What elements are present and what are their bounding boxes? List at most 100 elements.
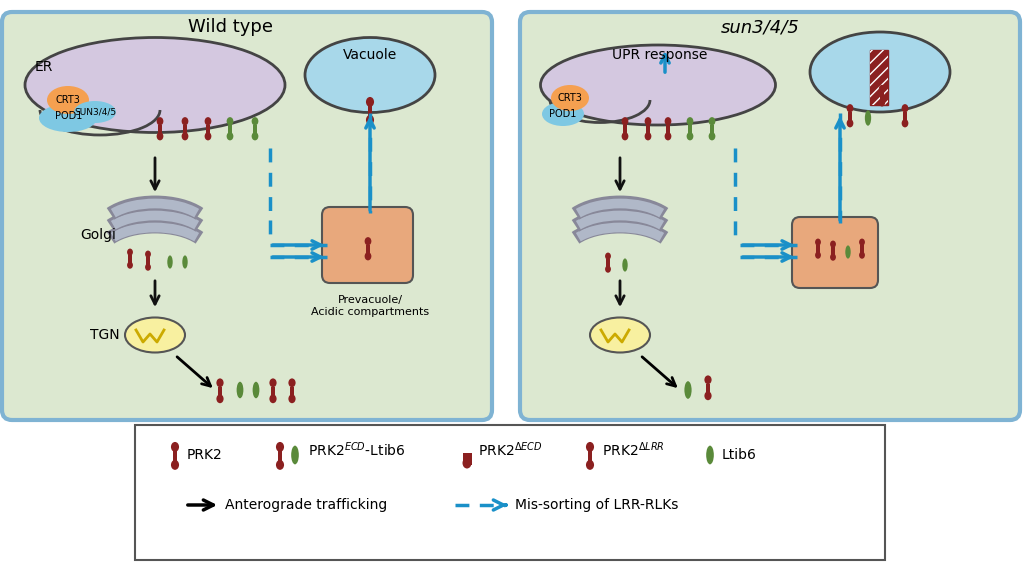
Ellipse shape [709,132,716,140]
Bar [183,125,186,136]
Ellipse shape [622,117,629,125]
Ellipse shape [157,132,164,140]
Text: Mis-sorting of LRR-RLKs: Mis-sorting of LRR-RLKs [515,498,678,512]
Ellipse shape [275,460,284,470]
Bar [290,387,294,399]
Bar [128,256,132,265]
Ellipse shape [365,252,372,260]
Text: PRK2$^{\Delta ECD}$: PRK2$^{\Delta ECD}$ [478,440,543,459]
Ellipse shape [665,132,672,140]
Bar [218,387,222,399]
Ellipse shape [145,264,151,271]
Ellipse shape [171,460,179,470]
Ellipse shape [125,317,185,352]
Bar [271,387,275,399]
Ellipse shape [665,117,672,125]
Bar [688,125,692,136]
Ellipse shape [181,117,188,125]
Bar [667,125,670,136]
Ellipse shape [252,117,258,125]
Ellipse shape [253,382,259,398]
Ellipse shape [705,375,712,384]
Ellipse shape [586,460,594,470]
Ellipse shape [291,446,299,464]
Bar [228,125,231,136]
Bar [158,125,162,136]
Text: Wild type: Wild type [187,18,272,36]
Ellipse shape [901,119,908,128]
Ellipse shape [551,85,589,111]
Ellipse shape [127,261,133,269]
Bar [710,125,714,136]
Text: ER: ER [35,60,53,74]
Ellipse shape [463,458,471,468]
Bar [816,245,819,255]
Ellipse shape [847,104,853,112]
Ellipse shape [605,265,611,273]
Ellipse shape [590,317,650,352]
Bar [206,125,210,136]
Ellipse shape [275,442,284,452]
Ellipse shape [709,117,716,125]
Ellipse shape [47,86,89,114]
Ellipse shape [39,104,97,132]
Bar [706,384,710,396]
Text: PRK2: PRK2 [187,448,223,462]
Ellipse shape [305,38,435,113]
Bar [278,451,283,465]
Ellipse shape [605,253,611,260]
Text: Ltib6: Ltib6 [722,448,757,462]
FancyBboxPatch shape [2,12,492,420]
Bar [368,106,373,120]
Bar [146,257,150,267]
Text: TGN: TGN [90,328,120,342]
Ellipse shape [205,132,211,140]
Text: sun3/4/5: sun3/4/5 [721,18,800,36]
Ellipse shape [205,117,211,125]
Ellipse shape [687,132,693,140]
Ellipse shape [269,395,276,403]
Ellipse shape [684,381,691,399]
Ellipse shape [586,442,594,452]
Ellipse shape [74,101,116,123]
Bar [881,92,884,103]
Ellipse shape [859,239,865,246]
Text: UPR response: UPR response [612,48,708,62]
Bar [173,451,177,465]
Text: CRT3: CRT3 [55,95,81,105]
Ellipse shape [269,379,276,387]
FancyBboxPatch shape [792,217,878,288]
Ellipse shape [226,132,233,140]
Ellipse shape [815,252,821,259]
Ellipse shape [216,395,223,403]
FancyBboxPatch shape [135,425,885,560]
Text: Vacuole: Vacuole [343,48,397,62]
Bar [860,245,863,255]
FancyBboxPatch shape [520,12,1020,420]
Bar [588,451,592,465]
Ellipse shape [237,382,244,398]
Bar [870,50,888,105]
Bar [903,112,907,123]
Ellipse shape [127,249,133,256]
Text: SUN3/4/5: SUN3/4/5 [74,108,116,117]
Ellipse shape [171,442,179,452]
Ellipse shape [879,85,885,93]
Ellipse shape [622,132,629,140]
FancyBboxPatch shape [322,207,413,283]
Bar [463,453,471,465]
Ellipse shape [901,104,908,112]
Bar [831,248,835,257]
Bar [253,125,257,136]
Ellipse shape [289,379,296,387]
Ellipse shape [182,256,187,269]
Bar [848,112,852,123]
Ellipse shape [181,132,188,140]
Ellipse shape [865,110,871,126]
Ellipse shape [830,241,836,248]
Text: PRK2$^{\Delta LRR}$: PRK2$^{\Delta LRR}$ [602,440,665,459]
Ellipse shape [645,117,651,125]
Ellipse shape [167,256,173,269]
Text: PRK2$^{ECD}$-Ltib6: PRK2$^{ECD}$-Ltib6 [308,440,406,459]
Bar [367,245,370,256]
